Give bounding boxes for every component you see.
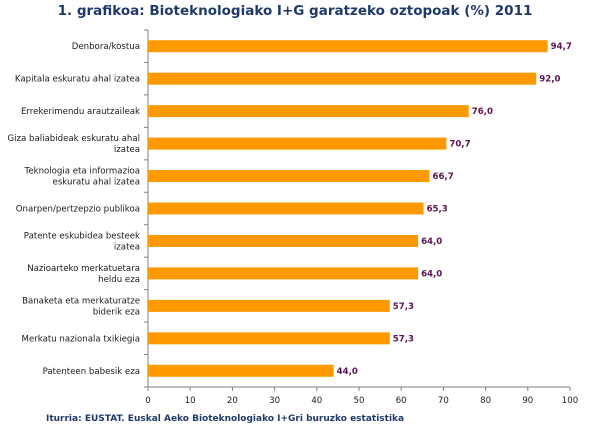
x-tick-label: 100 xyxy=(562,396,578,406)
data-label: 65,3 xyxy=(427,205,448,215)
bar xyxy=(148,299,390,312)
x-tick-label: 20 xyxy=(227,396,238,406)
bar xyxy=(148,267,419,280)
bar xyxy=(148,170,430,183)
bar xyxy=(148,234,419,247)
category-label: Banaketa eta merkaturatze biderik eza xyxy=(22,296,140,317)
bar xyxy=(148,137,447,150)
data-label: 64,0 xyxy=(421,269,442,279)
category-label: Denbora/kostua xyxy=(72,42,140,52)
source-note: Iturria: EUSTAT. Euskal Aeko Bioteknolog… xyxy=(46,414,405,424)
data-label: 92,0 xyxy=(539,75,560,85)
x-tick-label: 0 xyxy=(145,396,150,406)
data-label: 70,7 xyxy=(449,140,470,150)
category-label: Nazioarteko merkatuetara heldu eza xyxy=(27,264,140,285)
category-label: Merkatu nazionala txikiegia xyxy=(22,334,140,344)
bar xyxy=(148,202,424,215)
data-label: 44,0 xyxy=(337,367,358,377)
category-label: Kapitala eskuratu ahal izatea xyxy=(15,75,140,85)
data-label: 64,0 xyxy=(421,237,442,247)
x-tick-label: 10 xyxy=(185,396,196,406)
x-tick-label: 80 xyxy=(480,396,491,406)
data-label: 57,3 xyxy=(393,334,414,344)
bar xyxy=(148,40,548,53)
bar xyxy=(148,105,469,118)
bar xyxy=(148,72,537,85)
chart-title: 1. grafikoa: Bioteknologiako I+G garatze… xyxy=(57,3,533,19)
category-label: Patenteen babesik eza xyxy=(43,367,140,377)
category-label: Onarpen/pertzepzio publikoa xyxy=(16,205,140,215)
x-tick-label: 90 xyxy=(522,396,533,406)
bar xyxy=(148,364,334,377)
x-tick-label: 40 xyxy=(311,396,322,406)
x-tick-label: 70 xyxy=(438,396,449,406)
x-tick-label: 50 xyxy=(354,396,365,406)
data-label: 76,0 xyxy=(472,107,493,117)
category-label: Giza baliabideak eskuratu ahal izatea xyxy=(7,134,140,155)
x-tick-label: 30 xyxy=(269,396,280,406)
data-label: 94,7 xyxy=(551,42,572,52)
data-label: 66,7 xyxy=(432,172,453,182)
category-label: Patente eskubidea besteek izatea xyxy=(24,231,140,252)
x-tick-label: 60 xyxy=(396,396,407,406)
category-label: Teknologia eta informazioa eskuratu ahal … xyxy=(24,167,140,188)
category-label: Errekerimendu arautzaileak xyxy=(21,107,140,117)
data-label: 57,3 xyxy=(393,302,414,312)
bar xyxy=(148,332,390,345)
